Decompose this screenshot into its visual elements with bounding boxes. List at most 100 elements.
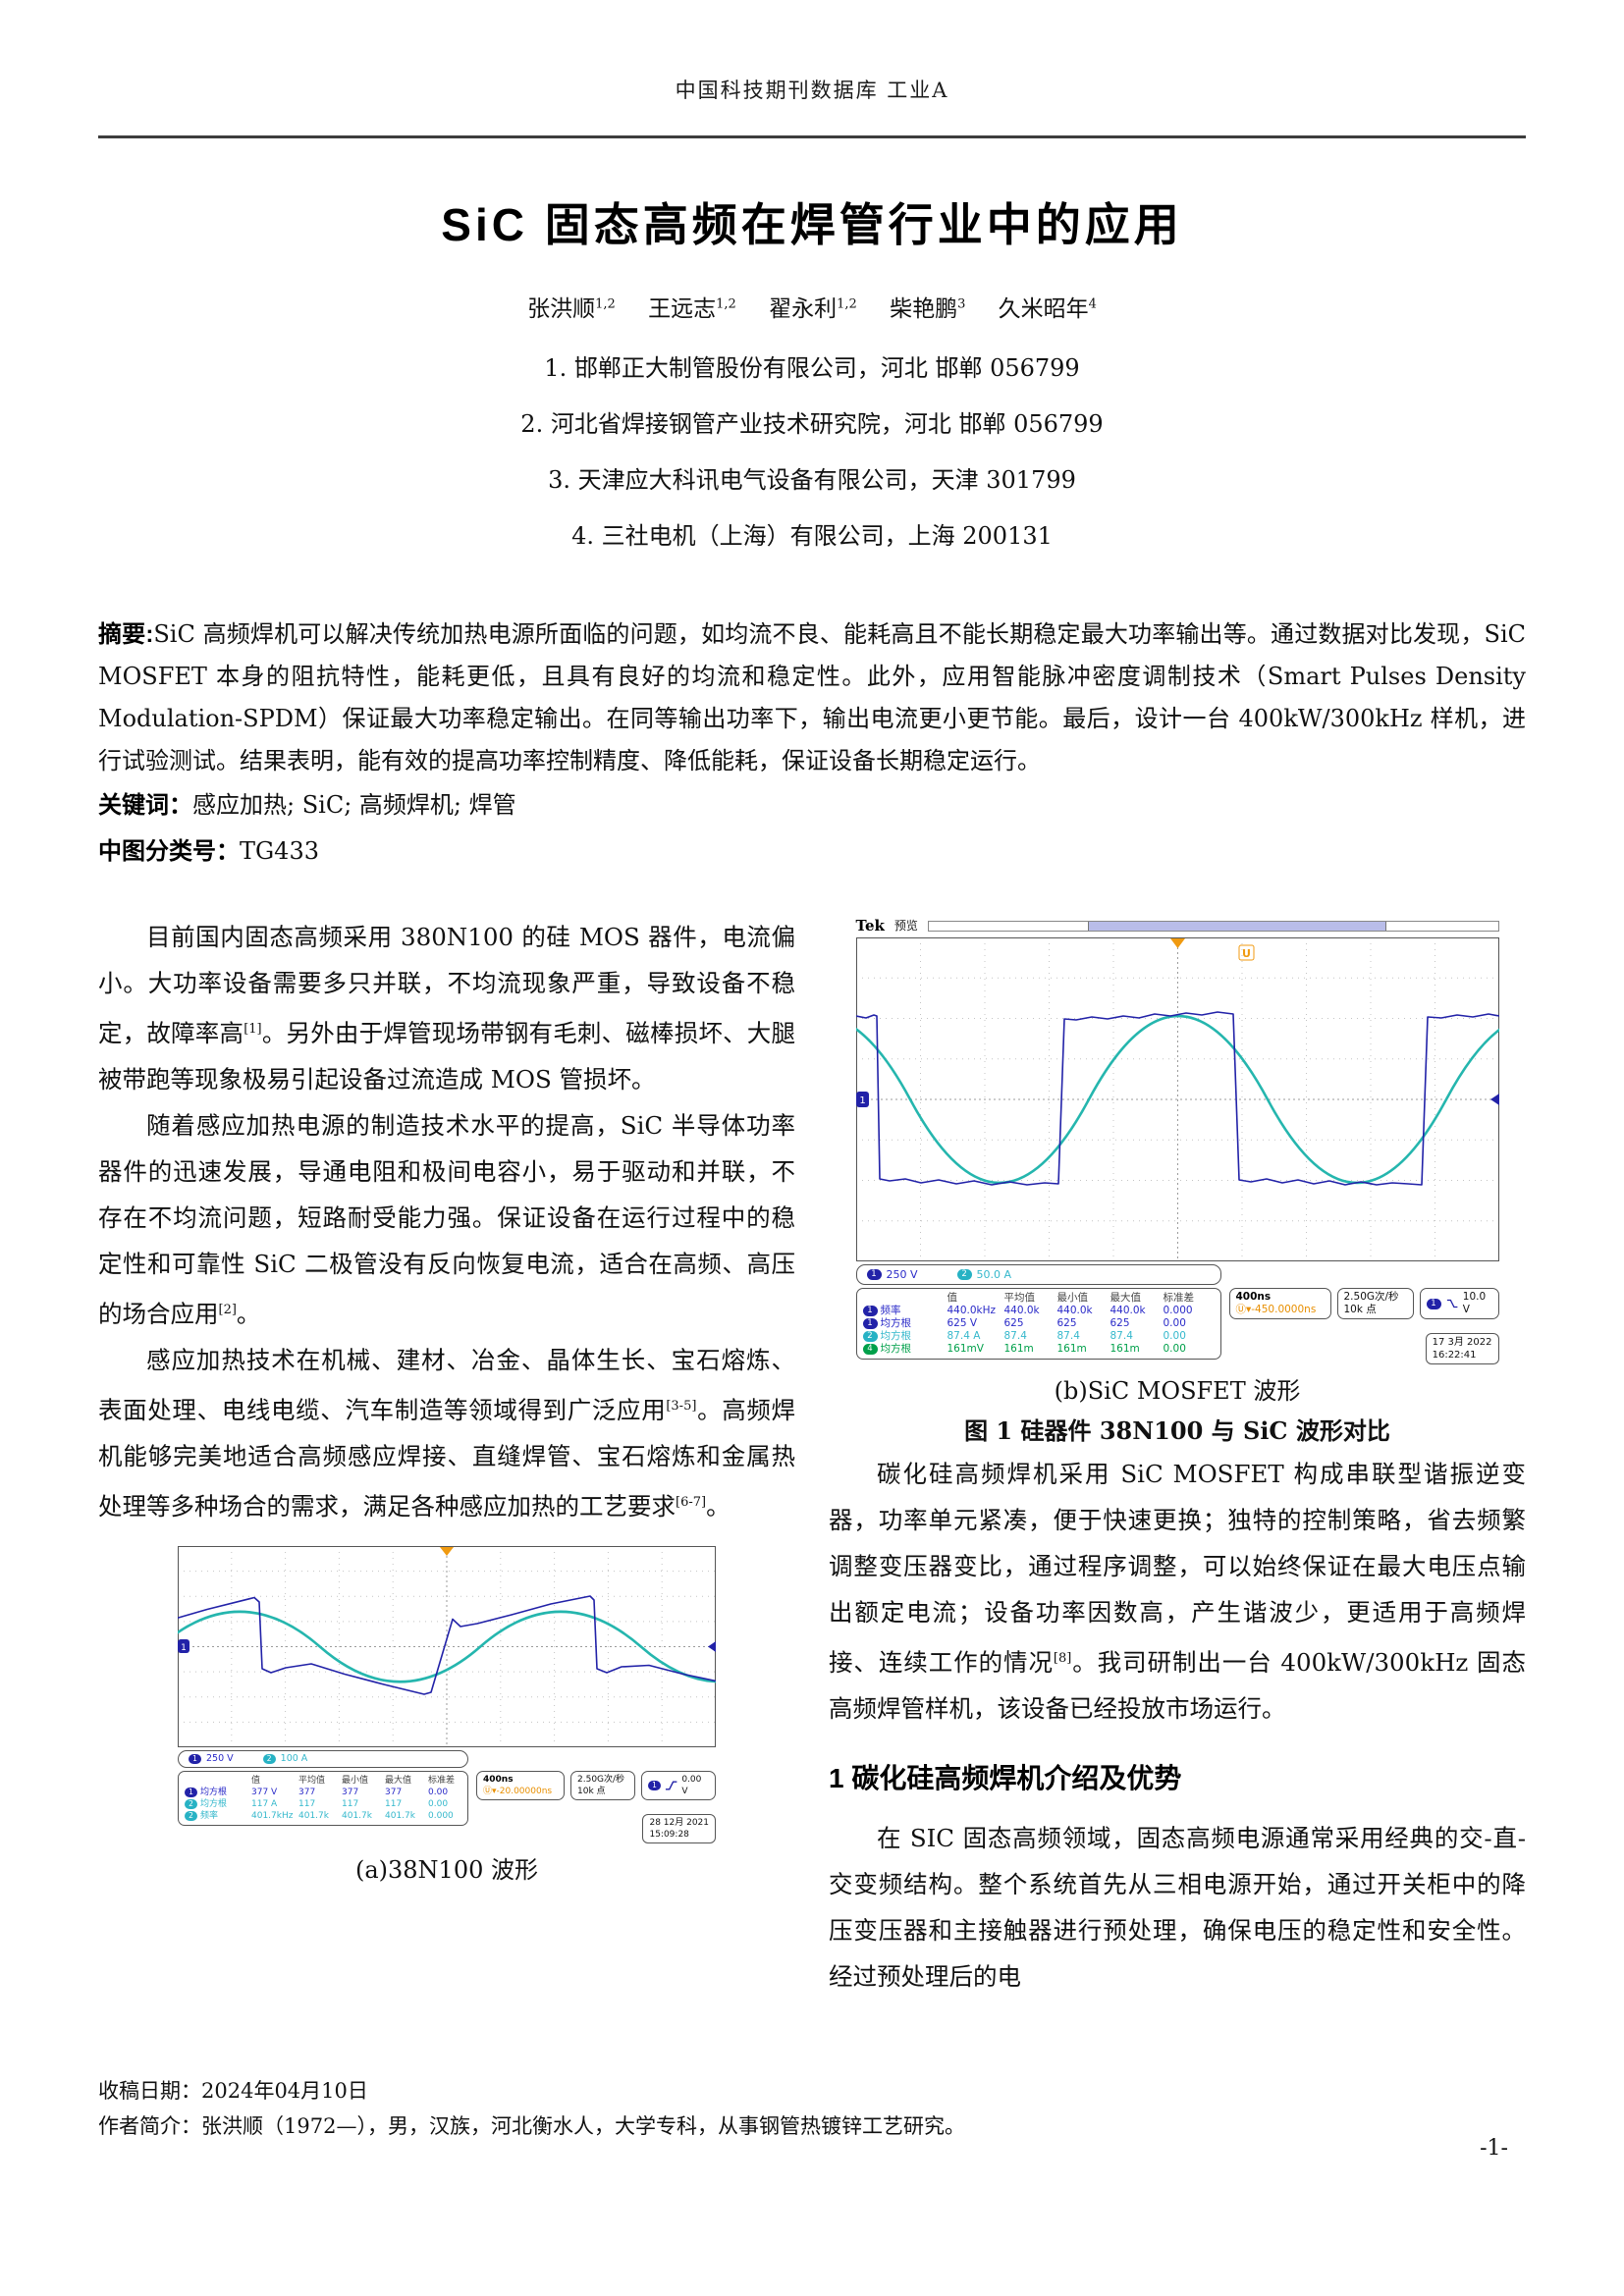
author: 张洪顺1,2 [527,296,616,322]
scope-readouts: 1 250 V 2 100 A 值 平均值 [178,1749,716,1843]
scope-readouts: 1 250 V 2 50.0 A 值 平均值 [855,1264,1499,1364]
meas-header: 最小值 [1056,1292,1089,1304]
meas-cell: 377 V [251,1787,278,1797]
trigger-source-badge: 1 [1426,1298,1441,1309]
meas-cell: 440.0k [1056,1305,1093,1316]
scope-graticule: U 1 [855,937,1499,1261]
author: 久米昭年4 [998,296,1097,322]
meas-cell: 0.00 [428,1787,449,1797]
scope-top-bar: Tek 预览 [856,914,1499,937]
sample-rate: 2.50G次/秒 [1343,1291,1399,1303]
sample-rate-box: 2.50G次/秒 10k 点 [1336,1288,1414,1319]
datetime-box: 28 12月 2021 15:09:28 [642,1813,716,1843]
trigger-level: 0.00 V [681,1774,702,1796]
meas-header: 最大值 [385,1775,412,1786]
channel-scales: 1 250 V 2 50.0 A [855,1264,1221,1285]
scope-time: 16:22:41 [1432,1350,1477,1361]
sample-rate-box: 2.50G次/秒 10k 点 [570,1770,635,1800]
meas-cell: 87.4 [1056,1330,1080,1342]
meas-cell: 401.7k [385,1810,415,1821]
acquisition-mode: 预览 [893,918,918,933]
trigger-position-marker [440,1546,454,1556]
keywords-text: 感应加热; SiC; 高频焊机; 焊管 [192,791,516,819]
sample-rate: 2.50G次/秒 [577,1774,625,1785]
footnote-block: 收稿日期：2024年04月10日 作者简介：张洪顺（1972—），男，汉族，河北… [98,2073,1526,2144]
ch1-level-marker [178,1638,189,1653]
two-column-body: 目前国内固态高频采用 380N100 的硅 MOS 器件，电流偏小。大功率设备需… [98,914,1526,2000]
meas-cell: 117 [298,1798,316,1809]
body-paragraph: 目前国内固态高频采用 380N100 的硅 MOS 器件，电流偏小。大功率设备需… [98,923,796,1095]
timebase-value: 400ns [1235,1291,1272,1303]
preview-segment [1386,922,1498,931]
meas-cell: 440.0k [1110,1305,1146,1316]
meas-cell: 401.7k [298,1810,329,1821]
abstract-label: 摘要: [98,621,154,648]
meas-cell: 440.0k [1003,1305,1040,1316]
meas-cell: 161m [1003,1343,1034,1355]
figure-1a: 1 1 250 V 2 100 A [98,1545,795,1889]
ch1-badge: 1 [866,1269,882,1280]
channel-scale-row: 1 250 V 2 100 A [178,1749,716,1768]
meas-cell: 377 [342,1787,359,1797]
affiliation: 3. 天津应大科讯电气设备有限公司，天津 301799 [548,466,1076,494]
preview-window [1089,921,1386,931]
body-paragraph: 碳化硅高频焊机采用 SiC MOSFET 构成串联型谐振逆变器，功率单元紧凑，便… [829,1460,1526,1724]
measurement-table: 值 平均值 最小值 最大值 标准差 1 均方根 377 V 377 377 [178,1770,468,1826]
meas-row-label: 1 频率 [862,1305,947,1317]
journal-header: 中国科技期刊数据库 工业A [675,79,949,102]
acquisition-readouts: 400ns Ⓤ▾-20.00000ns 2.50G次/秒 10k 点 [476,1770,716,1843]
author-line: 张洪顺1,2 王远志1,2 翟永利1,2 柴艳鹏3 久米昭年4 [98,290,1526,323]
keywords-line: 关键词：感应加热; SiC; 高频焊机; 焊管 [98,782,1526,828]
oscilloscope-screenshot-38n100: 1 1 250 V 2 100 A [178,1545,716,1843]
timebase-box: 400ns Ⓤ▾-20.00000ns [476,1770,565,1800]
scope-time: 15:09:28 [649,1829,689,1840]
article-title: SiC 固态高频在焊管行业中的应用 [441,199,1183,250]
meas-header: 标准差 [1163,1292,1195,1304]
ch2-badge: 2 [956,1269,972,1280]
body-paragraph: 在 SIC 固态高频领域，固态高频电源通常采用经典的交-直-交变频结构。整个系统… [829,1824,1526,1992]
ch1-voltage-waveform [178,1594,716,1695]
ch2-scale: 2 50.0 A [956,1252,1011,1298]
ch2-scale: 2 100 A [262,1735,307,1782]
author: 柴艳鹏3 [890,296,966,322]
ch1-marker-number: 1 [859,1095,865,1106]
clc-label: 中图分类号： [98,838,240,865]
meas-cell: 87.4 A [947,1330,981,1342]
acquisition-readouts: 400ns Ⓤ▾-450.0000ns 2.50G次/秒 10k 点 [1228,1288,1499,1364]
trigger-position-marker [1169,938,1185,948]
ch1-scale: 1 250 V [189,1735,234,1782]
meas-cell: 161m [1110,1343,1140,1355]
preview-segment [929,921,1090,931]
meas-row-label: 2 均方根 [862,1330,947,1343]
ch1-scale: 1 250 V [866,1252,918,1298]
meas-row-label: 1 均方根 [185,1787,251,1798]
meas-cell: 0.000 [1163,1305,1193,1316]
rising-edge-icon [665,1781,677,1790]
meas-cell: 401.7k [342,1810,372,1821]
channel-scale-row: 1 250 V 2 50.0 A [855,1264,1499,1285]
meas-corner [185,1775,251,1787]
meas-cell: 0.00 [1163,1343,1186,1355]
meas-row-label: 1 均方根 [862,1317,947,1330]
tek-logo: Tek [855,916,885,934]
ch1-voltage-waveform [855,1011,1499,1186]
ch1-marker-number: 1 [181,1643,187,1653]
meas-row-label: 2 均方根 [185,1798,251,1810]
meas-row-label: 4 均方根 [862,1343,947,1356]
figure-1a-caption: (a)38N100 波形 [354,1855,538,1884]
scope-date: 17 3月 2022 [1432,1337,1492,1348]
acquisition-preview-bar [927,920,1499,932]
timebase-box: 400ns Ⓤ▾-450.0000ns [1228,1288,1331,1319]
horizontal-delay: Ⓤ▾-20.00000ns [483,1786,553,1796]
ch2-badge: 2 [262,1753,276,1764]
meas-header: 平均值 [298,1775,326,1786]
header-rule [98,135,1526,138]
affiliation: 2. 河北省焊接钢管产业技术研究院，河北 邯郸 056799 [520,410,1104,438]
channel-scales: 1 250 V 2 100 A [178,1749,468,1768]
trigger-level: 10.0 V [1462,1291,1487,1315]
affiliation: 1. 邯郸正大制管股份有限公司，河北 邯郸 056799 [544,354,1080,382]
meas-header: 值 [251,1775,261,1786]
oscilloscope-screenshot-sic: Tek 预览 [855,914,1499,1364]
meas-header: 最大值 [1110,1292,1142,1304]
